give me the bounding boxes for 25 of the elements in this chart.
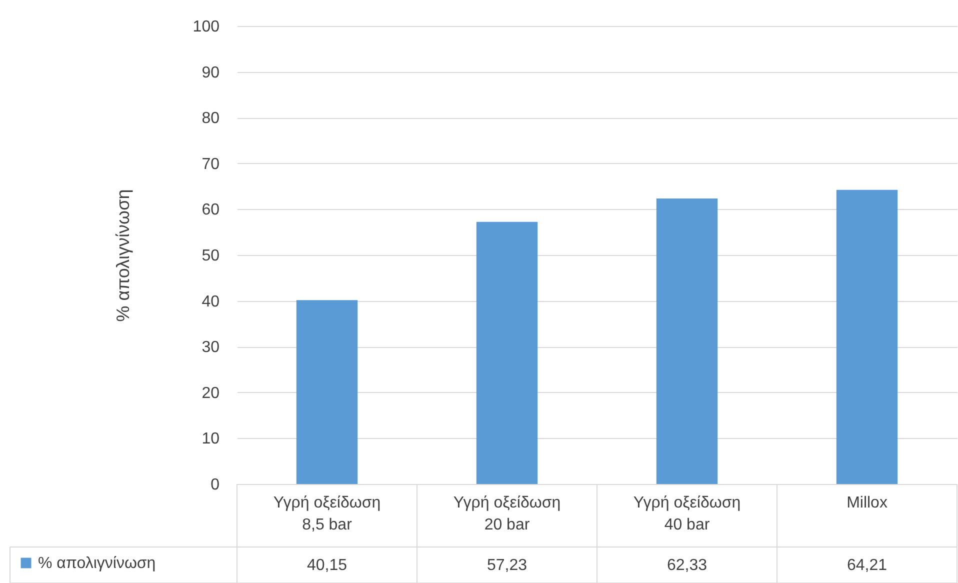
y-tick-label: 70: [202, 156, 220, 173]
y-tick-label: 50: [202, 248, 220, 264]
data-label: 57,23: [486, 557, 528, 574]
x-tick-label: Υγρή οξείδωση 20 bar: [453, 494, 561, 534]
y-tick-label: 10: [202, 430, 220, 448]
legend-label: % απολιγνίνωση: [38, 555, 156, 572]
data-label: 40,15: [306, 557, 348, 574]
bar: [656, 198, 718, 484]
data-label: 64,21: [846, 557, 888, 574]
bar: [476, 222, 538, 484]
bar: [836, 190, 898, 484]
y-tick-label: 80: [202, 110, 220, 128]
y-tick-label: 90: [202, 64, 220, 82]
bar: [296, 300, 358, 484]
x-tick-label: Millox: [846, 494, 888, 512]
y-tick-label: 0: [210, 476, 220, 494]
y-tick-label: 30: [202, 339, 220, 356]
y-tick-label: 60: [202, 202, 220, 219]
x-tick-label: Υγρή οξείδωση 8,5 bar: [273, 494, 381, 534]
x-tick-label: Υγρή οξείδωση 40 bar: [633, 494, 741, 534]
y-tick-label: 20: [202, 384, 220, 402]
y-axis-title: % απολιγνίνωση: [112, 189, 133, 322]
y-tick-label: 100: [192, 18, 220, 36]
y-tick-label: 40: [202, 293, 220, 310]
data-label: 62,33: [666, 557, 708, 574]
